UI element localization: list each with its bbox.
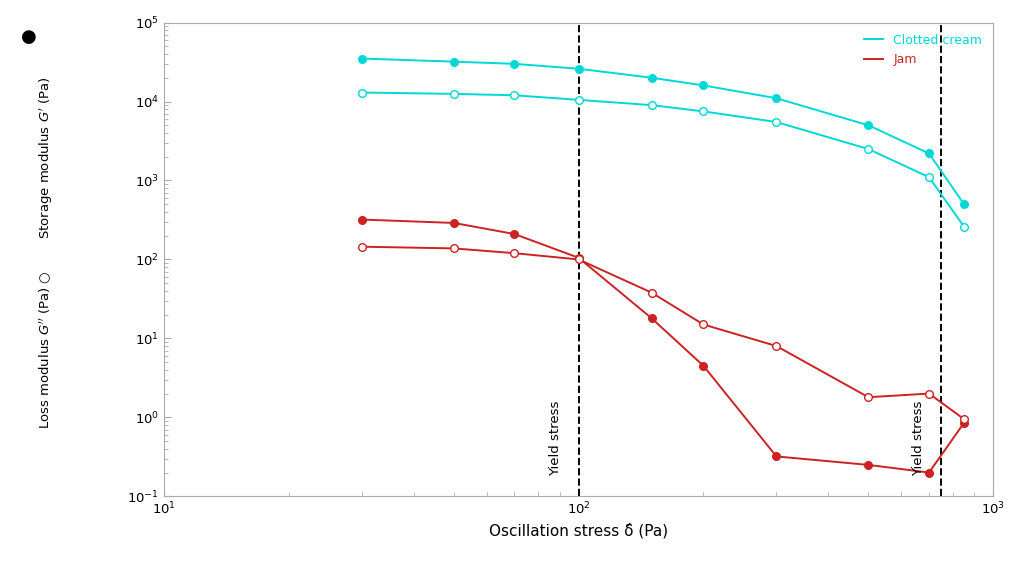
- Text: Yield stress: Yield stress: [912, 401, 925, 476]
- X-axis label: Oscillation stress δ̂ (Pa): Oscillation stress δ̂ (Pa): [489, 523, 668, 539]
- Legend: Clotted cream, Jam: Clotted cream, Jam: [859, 29, 987, 71]
- Text: Storage modulus $G'$ (Pa): Storage modulus $G'$ (Pa): [37, 77, 55, 239]
- Text: Loss modulus $G''$ (Pa) ○: Loss modulus $G''$ (Pa) ○: [38, 270, 54, 429]
- Text: Yield stress: Yield stress: [549, 401, 562, 476]
- Text: ●: ●: [20, 28, 37, 46]
